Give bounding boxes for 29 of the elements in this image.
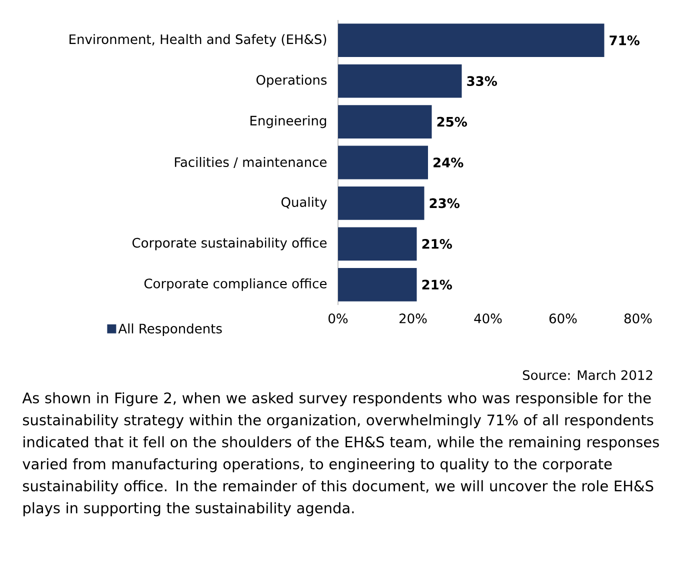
data-label: 25% [437, 116, 467, 127]
x-tick-label: 80% [624, 314, 652, 324]
data-label: 21% [422, 239, 452, 249]
data-label: 33% [467, 76, 497, 86]
y-tick-label: Quality [282, 196, 327, 210]
y-tick-label: Corporate sustainability office [132, 238, 327, 250]
y-tick-label: Corporate compliance office [144, 278, 327, 291]
legend-label: All Respondents [118, 323, 222, 336]
y-tick-label: Environment, Health and Safety (EH&S) [70, 34, 326, 47]
data-label: 24% [434, 158, 464, 168]
x-tick-label: 0% [328, 314, 348, 324]
data-label: 71% [610, 35, 640, 46]
bar [338, 186, 424, 220]
x-tick-label: 40% [474, 314, 502, 324]
text: As shown in Figure 2, when we asked survey respondents who was responsible for the sustainability strategy within the organization, overwhelmingly 71% of all respondents indicated that it fell on the shoulders of the EH&S team, while the remaining responses varied from manufacturing operations, to engineering to quality to the corporate sustainability office. In the remainder of this document, we will uncover the role EH&S plays in supporting the sustainability agenda. [22, 392, 659, 516]
y-tick-label: Operations [256, 74, 327, 88]
x-tick-label: 20% [400, 314, 427, 324]
bar [338, 24, 604, 58]
y-tick-label: Engineering [250, 116, 326, 128]
bar [338, 146, 428, 180]
x-tick-label: 60% [549, 314, 577, 324]
bar [338, 105, 432, 138]
source-note: Source: March 2012 [522, 370, 652, 380]
data-label: 21% [422, 280, 452, 290]
bar [338, 64, 462, 98]
y-tick-label: Facilities / maintenance [174, 156, 327, 168]
bar [338, 268, 417, 302]
bar [338, 227, 417, 261]
data-label: 23% [430, 198, 460, 208]
